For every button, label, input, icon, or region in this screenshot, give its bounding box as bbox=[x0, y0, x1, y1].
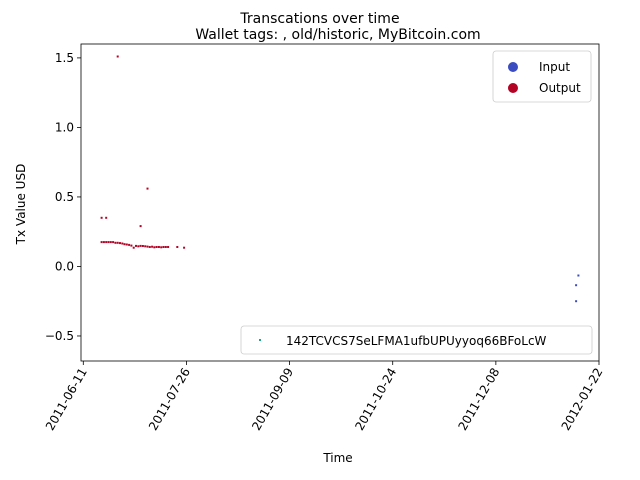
data-point-output-3 bbox=[139, 225, 142, 228]
x-tick-label: 2011-10-24 bbox=[352, 366, 399, 433]
data-point-output-19 bbox=[132, 246, 135, 249]
data-point-output-7 bbox=[105, 241, 108, 244]
data-point-output-6 bbox=[102, 241, 105, 244]
chart-suptitle: Transcations over time bbox=[239, 11, 399, 27]
data-point-output-33 bbox=[164, 246, 167, 248]
data-point-output-22 bbox=[139, 244, 142, 247]
data-point-output-36 bbox=[183, 246, 186, 249]
data-point-output-2 bbox=[116, 55, 119, 58]
legend-marker-wallet bbox=[259, 339, 261, 341]
legend-bottom-box bbox=[240, 325, 593, 355]
data-point-output-23 bbox=[141, 245, 144, 247]
x-tick-label: 2011-07-26 bbox=[146, 366, 193, 433]
data-point-output-16 bbox=[125, 243, 128, 246]
data-point-output-28 bbox=[153, 246, 156, 249]
y-tick-label: 0.0 bbox=[55, 259, 74, 273]
data-point-output-8 bbox=[107, 241, 110, 244]
data-point-output-15 bbox=[123, 243, 126, 246]
y-tick-label: 1.0 bbox=[55, 120, 74, 134]
data-point-output-12 bbox=[116, 241, 119, 244]
legend-label-wallet: 142TCVCS7SeLFMA1ufbUPUyyoq66BFoLcW bbox=[286, 334, 547, 348]
data-point-output-34 bbox=[167, 246, 170, 248]
y-tick-label: 1.5 bbox=[55, 51, 74, 65]
data-point-output-20 bbox=[135, 244, 137, 247]
data-point-output-5 bbox=[100, 241, 103, 244]
data-point-output-9 bbox=[109, 241, 112, 244]
y-axis-label: Tx Value USD bbox=[14, 164, 28, 246]
x-tick-label: 2012-01-22 bbox=[559, 366, 606, 433]
data-point-output-10 bbox=[112, 241, 115, 244]
data-point-output-17 bbox=[128, 243, 131, 246]
x-tick-label: 2011-09-09 bbox=[249, 366, 296, 433]
x-tick-label: 2011-06-11 bbox=[43, 366, 90, 433]
data-point-output-0 bbox=[100, 216, 103, 219]
data-point-output-4 bbox=[146, 187, 149, 190]
data-point-output-14 bbox=[121, 242, 124, 245]
plot-area: −0.5 0.0 0.5 1.0 1.5 2011-06-11 2011-07-26 2011… bbox=[43, 43, 606, 433]
x-tick-label: 2011-12-08 bbox=[455, 366, 502, 433]
legend-label-output: Output bbox=[539, 81, 581, 95]
data-point-output-1 bbox=[105, 216, 108, 219]
data-point-output-25 bbox=[146, 245, 149, 248]
data-point-output-32 bbox=[162, 246, 165, 248]
data-point-output-31 bbox=[160, 246, 163, 249]
data-point-input-2 bbox=[575, 300, 578, 303]
data-point-output-30 bbox=[157, 246, 160, 248]
data-point-output-24 bbox=[144, 245, 147, 248]
y-tick-label: 0.5 bbox=[55, 190, 74, 204]
legend-marker-output bbox=[508, 83, 518, 93]
data-point-output-18 bbox=[130, 244, 133, 247]
data-point-output-35 bbox=[176, 246, 179, 248]
data-point-input-1 bbox=[575, 284, 578, 287]
plot-frame bbox=[80, 43, 600, 362]
data-point-output-27 bbox=[151, 245, 154, 248]
data-point-output-11 bbox=[114, 241, 117, 244]
data-point-output-21 bbox=[137, 245, 140, 248]
data-point-input-0 bbox=[577, 274, 580, 277]
data-point-output-13 bbox=[119, 242, 121, 245]
legend-marker-input bbox=[508, 62, 518, 72]
data-point-output-29 bbox=[155, 246, 158, 248]
legend-label-input: Input bbox=[539, 60, 570, 74]
data-point-output-26 bbox=[148, 246, 151, 248]
chart-title: Wallet tags: , old/historic, MyBitcoin.c… bbox=[195, 27, 480, 43]
x-axis-label: Time bbox=[322, 451, 352, 465]
y-tick-label: −0.5 bbox=[45, 329, 74, 343]
